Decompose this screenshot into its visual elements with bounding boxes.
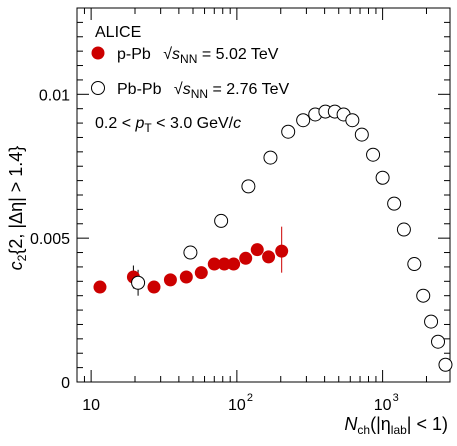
ppb-point xyxy=(147,280,161,294)
x-tick-label: 10 xyxy=(374,397,392,414)
y-tick-label: 0.005 xyxy=(30,231,70,248)
pbpb-point xyxy=(183,245,198,260)
legend-pt-cut: 0.2 < pT < 3.0 GeV/c xyxy=(95,115,241,135)
ppb-point xyxy=(217,257,231,271)
pbpb-point xyxy=(296,113,311,128)
pbpb-point xyxy=(281,124,296,139)
pbpb-point xyxy=(424,314,439,329)
legend: ALICE p-Pb √sNN = 5.02 TeV Pb-Pb √sNN = … xyxy=(91,24,289,135)
legend-experiment: ALICE xyxy=(95,24,141,41)
data-markers xyxy=(93,104,453,372)
pbpb-point xyxy=(407,257,422,272)
ppb-point xyxy=(207,257,221,271)
pbpb-point xyxy=(241,179,256,194)
pbpb-point xyxy=(354,127,369,142)
pbpb-point xyxy=(131,275,146,290)
x-axis-title: Nch(|ηlab| < 1) xyxy=(344,414,448,437)
ppb-point xyxy=(93,280,107,294)
axis-ticks xyxy=(76,7,450,383)
x-tick-label: 10 xyxy=(82,397,100,414)
x-tick-exponent: 3 xyxy=(393,392,399,404)
pbpb-point xyxy=(214,213,229,228)
pbpb-point xyxy=(396,222,411,237)
x-tick-exponent: 2 xyxy=(247,392,253,404)
pbpb-point xyxy=(438,357,453,372)
y-tick-label: 0.01 xyxy=(39,87,70,104)
pbpb-point xyxy=(431,334,446,349)
pbpb-point xyxy=(263,150,278,165)
y-axis-title: c2{2, |Δη| > 1.4} xyxy=(6,146,29,271)
pbpb-point xyxy=(416,288,431,303)
pbpb-point xyxy=(387,196,402,211)
pbpb-point xyxy=(345,113,360,128)
plot-frame xyxy=(76,7,451,383)
ppb-point xyxy=(262,250,276,264)
pbpb-point xyxy=(375,170,390,185)
legend-label-ppb: p-Pb √sNN = 5.02 TeV xyxy=(117,46,279,66)
pbpb-point xyxy=(366,147,381,162)
ppb-point xyxy=(194,266,208,280)
ppb-point xyxy=(227,257,241,271)
legend-marker-pbpb xyxy=(91,81,105,95)
y-tick-label: 0 xyxy=(61,375,70,392)
x-tick-label: 10 xyxy=(228,397,246,414)
ppb-point xyxy=(239,251,253,265)
ppb-point xyxy=(163,273,177,287)
ppb-point xyxy=(250,243,264,257)
ppb-point xyxy=(275,244,289,258)
legend-marker-ppb xyxy=(91,46,105,60)
legend-label-pbpb: Pb-Pb √sNN = 2.76 TeV xyxy=(117,81,289,101)
ppb-point xyxy=(179,270,193,284)
